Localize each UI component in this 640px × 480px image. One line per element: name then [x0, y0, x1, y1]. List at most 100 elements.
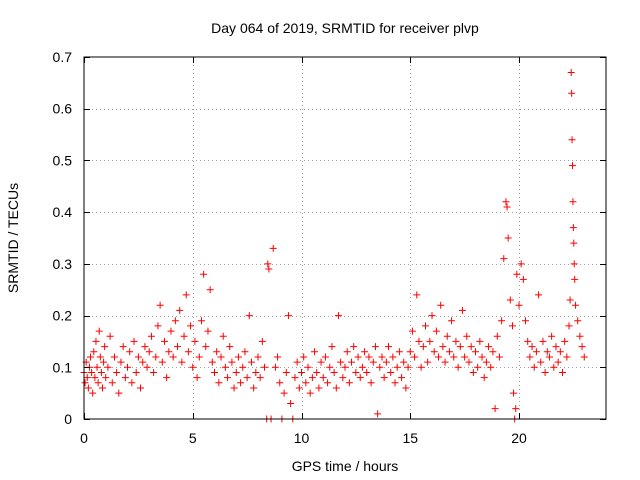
- data-point: [215, 379, 223, 387]
- data-point: [145, 348, 153, 356]
- y-tick-label: 0.4: [53, 204, 73, 220]
- y-tick-label: 0.1: [53, 359, 73, 375]
- data-point: [147, 332, 155, 340]
- data-point: [548, 332, 556, 340]
- data-point: [265, 265, 273, 273]
- data-point: [474, 363, 482, 371]
- data-point: [150, 368, 158, 376]
- data-point: [526, 353, 534, 361]
- data-point: [452, 337, 460, 345]
- data-point: [513, 270, 521, 278]
- data-point: [465, 358, 473, 366]
- data-point: [280, 389, 288, 397]
- axis-ticks: [84, 57, 606, 420]
- data-point: [184, 348, 192, 356]
- data-point: [517, 260, 525, 268]
- data-point: [487, 363, 495, 371]
- y-tick-label: 0.5: [53, 152, 73, 168]
- data-point: [580, 353, 588, 361]
- data-point: [550, 363, 558, 371]
- data-point: [411, 353, 419, 361]
- data-point: [124, 363, 131, 371]
- data-point: [537, 358, 545, 366]
- data-point: [576, 332, 584, 340]
- data-point: [256, 374, 264, 382]
- data-point: [439, 343, 447, 351]
- data-point: [93, 363, 101, 371]
- data-point: [167, 327, 175, 335]
- data-point: [97, 368, 105, 376]
- data-point: [91, 374, 99, 382]
- data-point: [276, 379, 284, 387]
- data-point: [171, 317, 179, 325]
- data-point: [561, 337, 569, 345]
- data-point: [284, 312, 292, 320]
- data-point: [295, 384, 303, 392]
- data-point: [96, 353, 104, 361]
- data-point: [389, 353, 397, 361]
- data-point: [528, 343, 536, 351]
- data-point: [458, 306, 466, 314]
- data-point: [482, 358, 490, 366]
- data-point: [543, 348, 551, 356]
- data-point: [376, 363, 384, 371]
- data-point: [282, 368, 290, 376]
- data-point: [495, 353, 503, 361]
- data-point: [443, 332, 451, 340]
- data-point: [108, 379, 116, 387]
- data-point: [117, 358, 125, 366]
- data-point: [508, 322, 516, 330]
- data-point: [391, 379, 399, 387]
- data-point: [180, 332, 188, 340]
- data-point: [571, 275, 579, 283]
- data-point: [387, 368, 395, 376]
- data-point: [341, 363, 349, 371]
- data-point: [570, 260, 578, 268]
- x-tick-label: 0: [80, 430, 88, 446]
- data-point: [226, 343, 234, 351]
- y-tick-label: 0.6: [53, 101, 73, 117]
- data-point: [352, 368, 360, 376]
- data-point: [574, 317, 582, 325]
- data-point: [382, 358, 390, 366]
- grid-lines: [84, 57, 606, 419]
- data-point: [228, 358, 236, 366]
- data-point: [454, 363, 462, 371]
- data-point: [406, 348, 414, 356]
- data-point: [247, 358, 255, 366]
- data-point: [95, 327, 103, 335]
- data-point: [104, 363, 112, 371]
- data-point: [204, 327, 212, 335]
- data-point: [402, 384, 410, 392]
- data-point: [287, 399, 295, 407]
- data-point: [358, 363, 366, 371]
- data-point: [371, 343, 379, 351]
- data-point: [304, 363, 312, 371]
- data-point: [311, 348, 319, 356]
- x-axis-label: GPS time / hours: [292, 458, 399, 474]
- data-point: [101, 343, 109, 351]
- data-point: [98, 384, 106, 392]
- data-point: [365, 353, 373, 361]
- data-point: [128, 379, 136, 387]
- data-point: [539, 337, 547, 345]
- data-point: [230, 384, 238, 392]
- data-point: [291, 374, 299, 382]
- data-point: [169, 353, 177, 361]
- data-point: [578, 343, 586, 351]
- data-point: [271, 363, 279, 371]
- data-point: [500, 255, 508, 263]
- data-point: [241, 348, 249, 356]
- data-point: [567, 69, 575, 77]
- data-point: [569, 162, 577, 170]
- data-point: [254, 353, 262, 361]
- data-point: [395, 348, 403, 356]
- data-point: [367, 379, 375, 387]
- data-point: [132, 368, 140, 376]
- data-point: [535, 291, 543, 299]
- data-point: [319, 374, 327, 382]
- data-point: [293, 358, 301, 366]
- data-point: [524, 337, 532, 345]
- y-tick-label: 0.3: [53, 256, 73, 272]
